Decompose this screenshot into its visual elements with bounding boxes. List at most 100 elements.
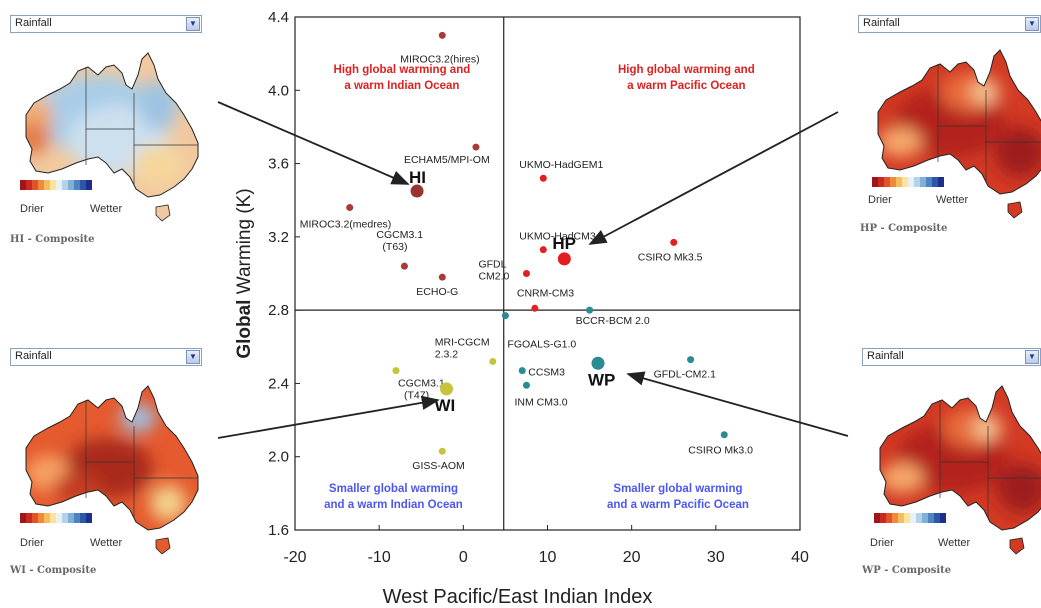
composite-label: HP <box>552 234 576 253</box>
tasmania-outline <box>155 537 171 555</box>
colorbar-swatch <box>902 177 908 187</box>
caption-wi: WI - Composite <box>10 565 97 576</box>
point-label: FGOALS-G1.0 <box>507 339 576 351</box>
data-point <box>531 304 539 312</box>
legend-drier-hp: Drier <box>868 194 892 206</box>
quadrant-note: a warm Indian Ocean <box>344 80 459 92</box>
map-panel-wp <box>862 378 1041 603</box>
colorbar-swatch <box>26 513 32 523</box>
data-point <box>392 367 400 375</box>
map-outline <box>25 385 199 531</box>
composite-label: WP <box>588 370 615 389</box>
data-point <box>539 246 547 254</box>
colorbar-swatch <box>74 180 80 190</box>
data-point <box>400 262 408 270</box>
chevron-down-icon: ▼ <box>1025 350 1039 364</box>
colorbar-swatch <box>872 177 878 187</box>
data-point <box>522 381 530 389</box>
variable-select-hi[interactable]: Rainfall ▼ <box>10 15 202 33</box>
colorbar-swatch <box>898 513 904 523</box>
colorbar-swatch <box>86 513 92 523</box>
y-tick-label: 2.4 <box>268 375 289 392</box>
data-point <box>586 306 594 314</box>
point-label: GFDL-CM2.1 <box>654 369 717 381</box>
data-point <box>518 367 526 375</box>
composite-point <box>440 382 453 396</box>
tasmania-outline <box>155 204 171 222</box>
data-point <box>438 447 446 455</box>
colorbar-swatch <box>68 180 74 190</box>
caption-hp: HP - Composite <box>860 223 948 234</box>
data-point <box>489 357 497 365</box>
x-tick-label: 10 <box>539 549 557 566</box>
colorbar-swatch <box>926 177 932 187</box>
data-point <box>472 143 480 151</box>
variable-select-wi[interactable]: Rainfall ▼ <box>10 348 202 366</box>
quadrant-note: High global warming and <box>334 64 471 76</box>
point-label: ECHAM5/MPI-OM <box>404 154 490 166</box>
colorbar-swatch <box>62 180 68 190</box>
colorbar-swatch <box>86 180 92 190</box>
chevron-down-icon: ▼ <box>1025 17 1039 31</box>
colorbar-swatch <box>890 177 896 187</box>
colorbar-swatch <box>904 513 910 523</box>
scatter-chart: -20 -10 0 10 20 30 40 1.6 2.0 2.4 2.8 3.2 3.6 4.0 4.4 W… <box>234 9 809 608</box>
legend-drier-wi: Drier <box>20 537 44 549</box>
composite-label: HI <box>409 168 426 187</box>
data-point <box>438 273 446 281</box>
quadrant-note: and a warm Pacific Ocean <box>607 499 749 511</box>
colorbar-swatch <box>56 513 62 523</box>
y-tick-label: 3.2 <box>268 229 289 246</box>
x-tick-label: -10 <box>368 549 391 566</box>
y-tick-label: 4.0 <box>268 82 289 99</box>
y-tick-label: 2.8 <box>268 302 289 319</box>
colorbar-swatch <box>940 513 946 523</box>
point-label: UKMO-HadCM3 <box>519 231 596 243</box>
australia-map-wp <box>874 385 1041 555</box>
colorbar-swatch <box>920 177 926 187</box>
composite-point <box>410 184 424 198</box>
colorbar-swatch <box>884 177 890 187</box>
x-tick-label: -20 <box>283 549 306 566</box>
y-axis-label: Global Warming (K) <box>234 188 255 358</box>
point-label: 2.3.2 <box>435 348 459 360</box>
australia-map-hi <box>20 52 199 222</box>
point-label: ECHO-G <box>416 286 458 298</box>
map-panel-wi <box>8 378 213 603</box>
caption-hi: HI - Composite <box>10 234 95 245</box>
colorbar-swatch <box>32 180 38 190</box>
data-point <box>720 431 728 439</box>
variable-select-wp[interactable]: Rainfall ▼ <box>862 348 1041 366</box>
variable-select-hp[interactable]: Rainfall ▼ <box>858 15 1041 33</box>
map-outline <box>879 385 1041 531</box>
colorbar-swatch <box>928 513 934 523</box>
point-label: MIROC3.2(medres) <box>300 219 392 231</box>
quadrant-note: High global warming and <box>618 64 755 76</box>
colorbar-swatch <box>908 177 914 187</box>
colorbar-swatch <box>50 180 56 190</box>
composite-point <box>591 356 605 370</box>
x-tick-label: 40 <box>791 549 809 566</box>
point-label: MRI-CGCM <box>435 336 490 348</box>
colorbar-swatch <box>80 513 86 523</box>
colorbar-swatch <box>68 513 74 523</box>
colorbar-swatch <box>26 180 32 190</box>
colorbar-swatch <box>20 180 26 190</box>
legend-wetter-hp: Wetter <box>936 194 969 206</box>
point-label: CGCM3.1 <box>376 229 423 241</box>
point-label: GISS-AOM <box>412 460 465 472</box>
colorbar-swatch <box>50 513 56 523</box>
tasmania-outline <box>1007 201 1023 219</box>
colorbar-swatch <box>38 513 44 523</box>
legend-wetter-wi: Wetter <box>90 537 123 549</box>
colorbar-swatch <box>80 180 86 190</box>
point-label: CSIRO Mk3.0 <box>688 445 753 457</box>
colorbar-swatch <box>896 177 902 187</box>
colorbar-swatch <box>886 513 892 523</box>
point-label: CGCM3.1 <box>398 378 445 390</box>
quadrant-note: Smaller global warming <box>329 483 458 495</box>
variable-select-hp-value: Rainfall <box>863 17 900 29</box>
data-point <box>438 31 446 39</box>
colorbar-swatch <box>32 513 38 523</box>
data-point <box>687 356 695 364</box>
